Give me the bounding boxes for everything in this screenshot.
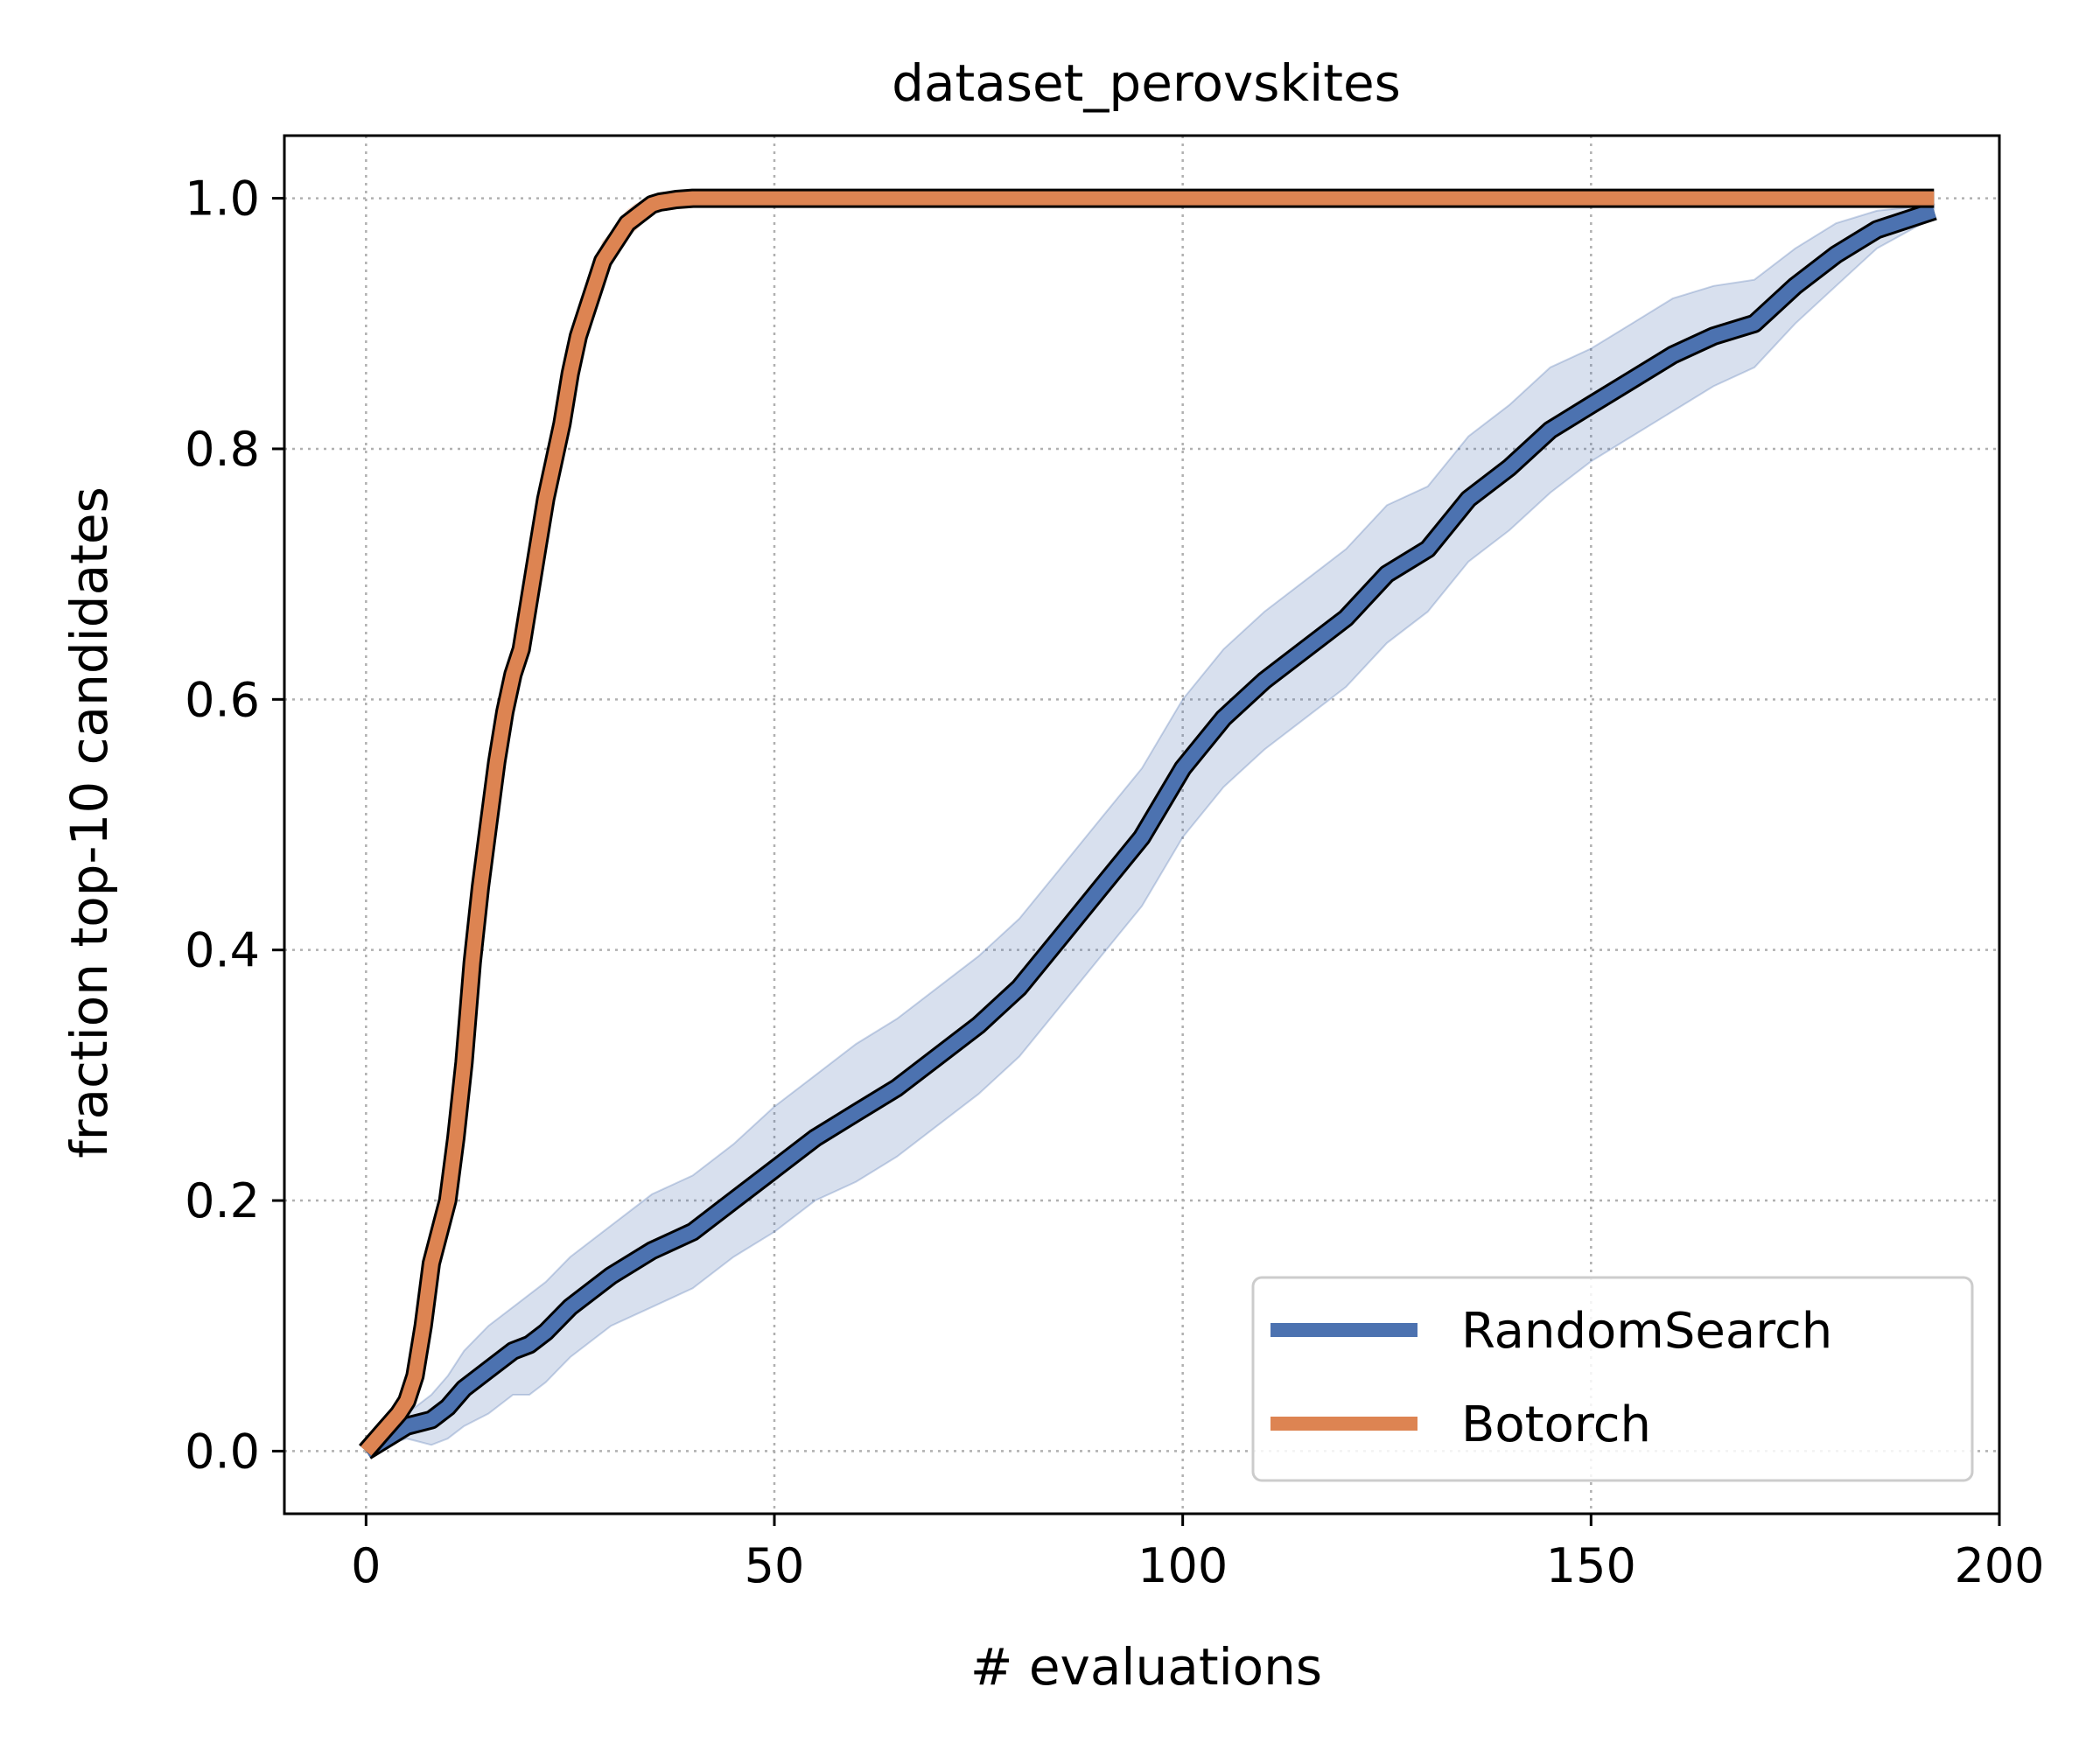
y-tick-label: 0.6: [185, 672, 260, 727]
y-axis-label: fraction top-10 candidates: [60, 486, 119, 1158]
legend-box: [1251, 1276, 1974, 1482]
tick-layer: 0 50 100 150 200 0.0 0.2 0.4 0.6 0.8 1.0: [185, 172, 2044, 1593]
y-tick-label: 0.4: [185, 923, 260, 978]
grid-layer: [284, 136, 2001, 1514]
y-tick-label: 0.2: [185, 1173, 260, 1228]
plot-frame: [283, 134, 2001, 1516]
y-tick-label: 1.0: [185, 172, 260, 227]
legend-label-botorch: Botorch: [1461, 1396, 1651, 1453]
x-axis-label: # evaluations: [970, 1637, 1322, 1697]
x-tick-label: 150: [1546, 1538, 1636, 1593]
x-tick-label: 0: [351, 1538, 381, 1593]
x-tick-label: 50: [745, 1538, 805, 1593]
legend: RandomSearch Botorch: [1251, 1276, 1974, 1482]
legend-label-randomsearch: RandomSearch: [1461, 1303, 1832, 1360]
x-tick-label: 200: [1954, 1538, 2044, 1593]
x-tick-label: 100: [1138, 1538, 1228, 1593]
y-tick-label: 0.8: [185, 422, 260, 477]
chart-title: dataset_perovskites: [892, 53, 1401, 113]
line-layer: [359, 188, 1937, 1460]
y-tick-label: 0.0: [185, 1424, 260, 1479]
series-line-randomsearch: [362, 204, 1936, 1458]
series-line-botorch: [360, 191, 1935, 1456]
